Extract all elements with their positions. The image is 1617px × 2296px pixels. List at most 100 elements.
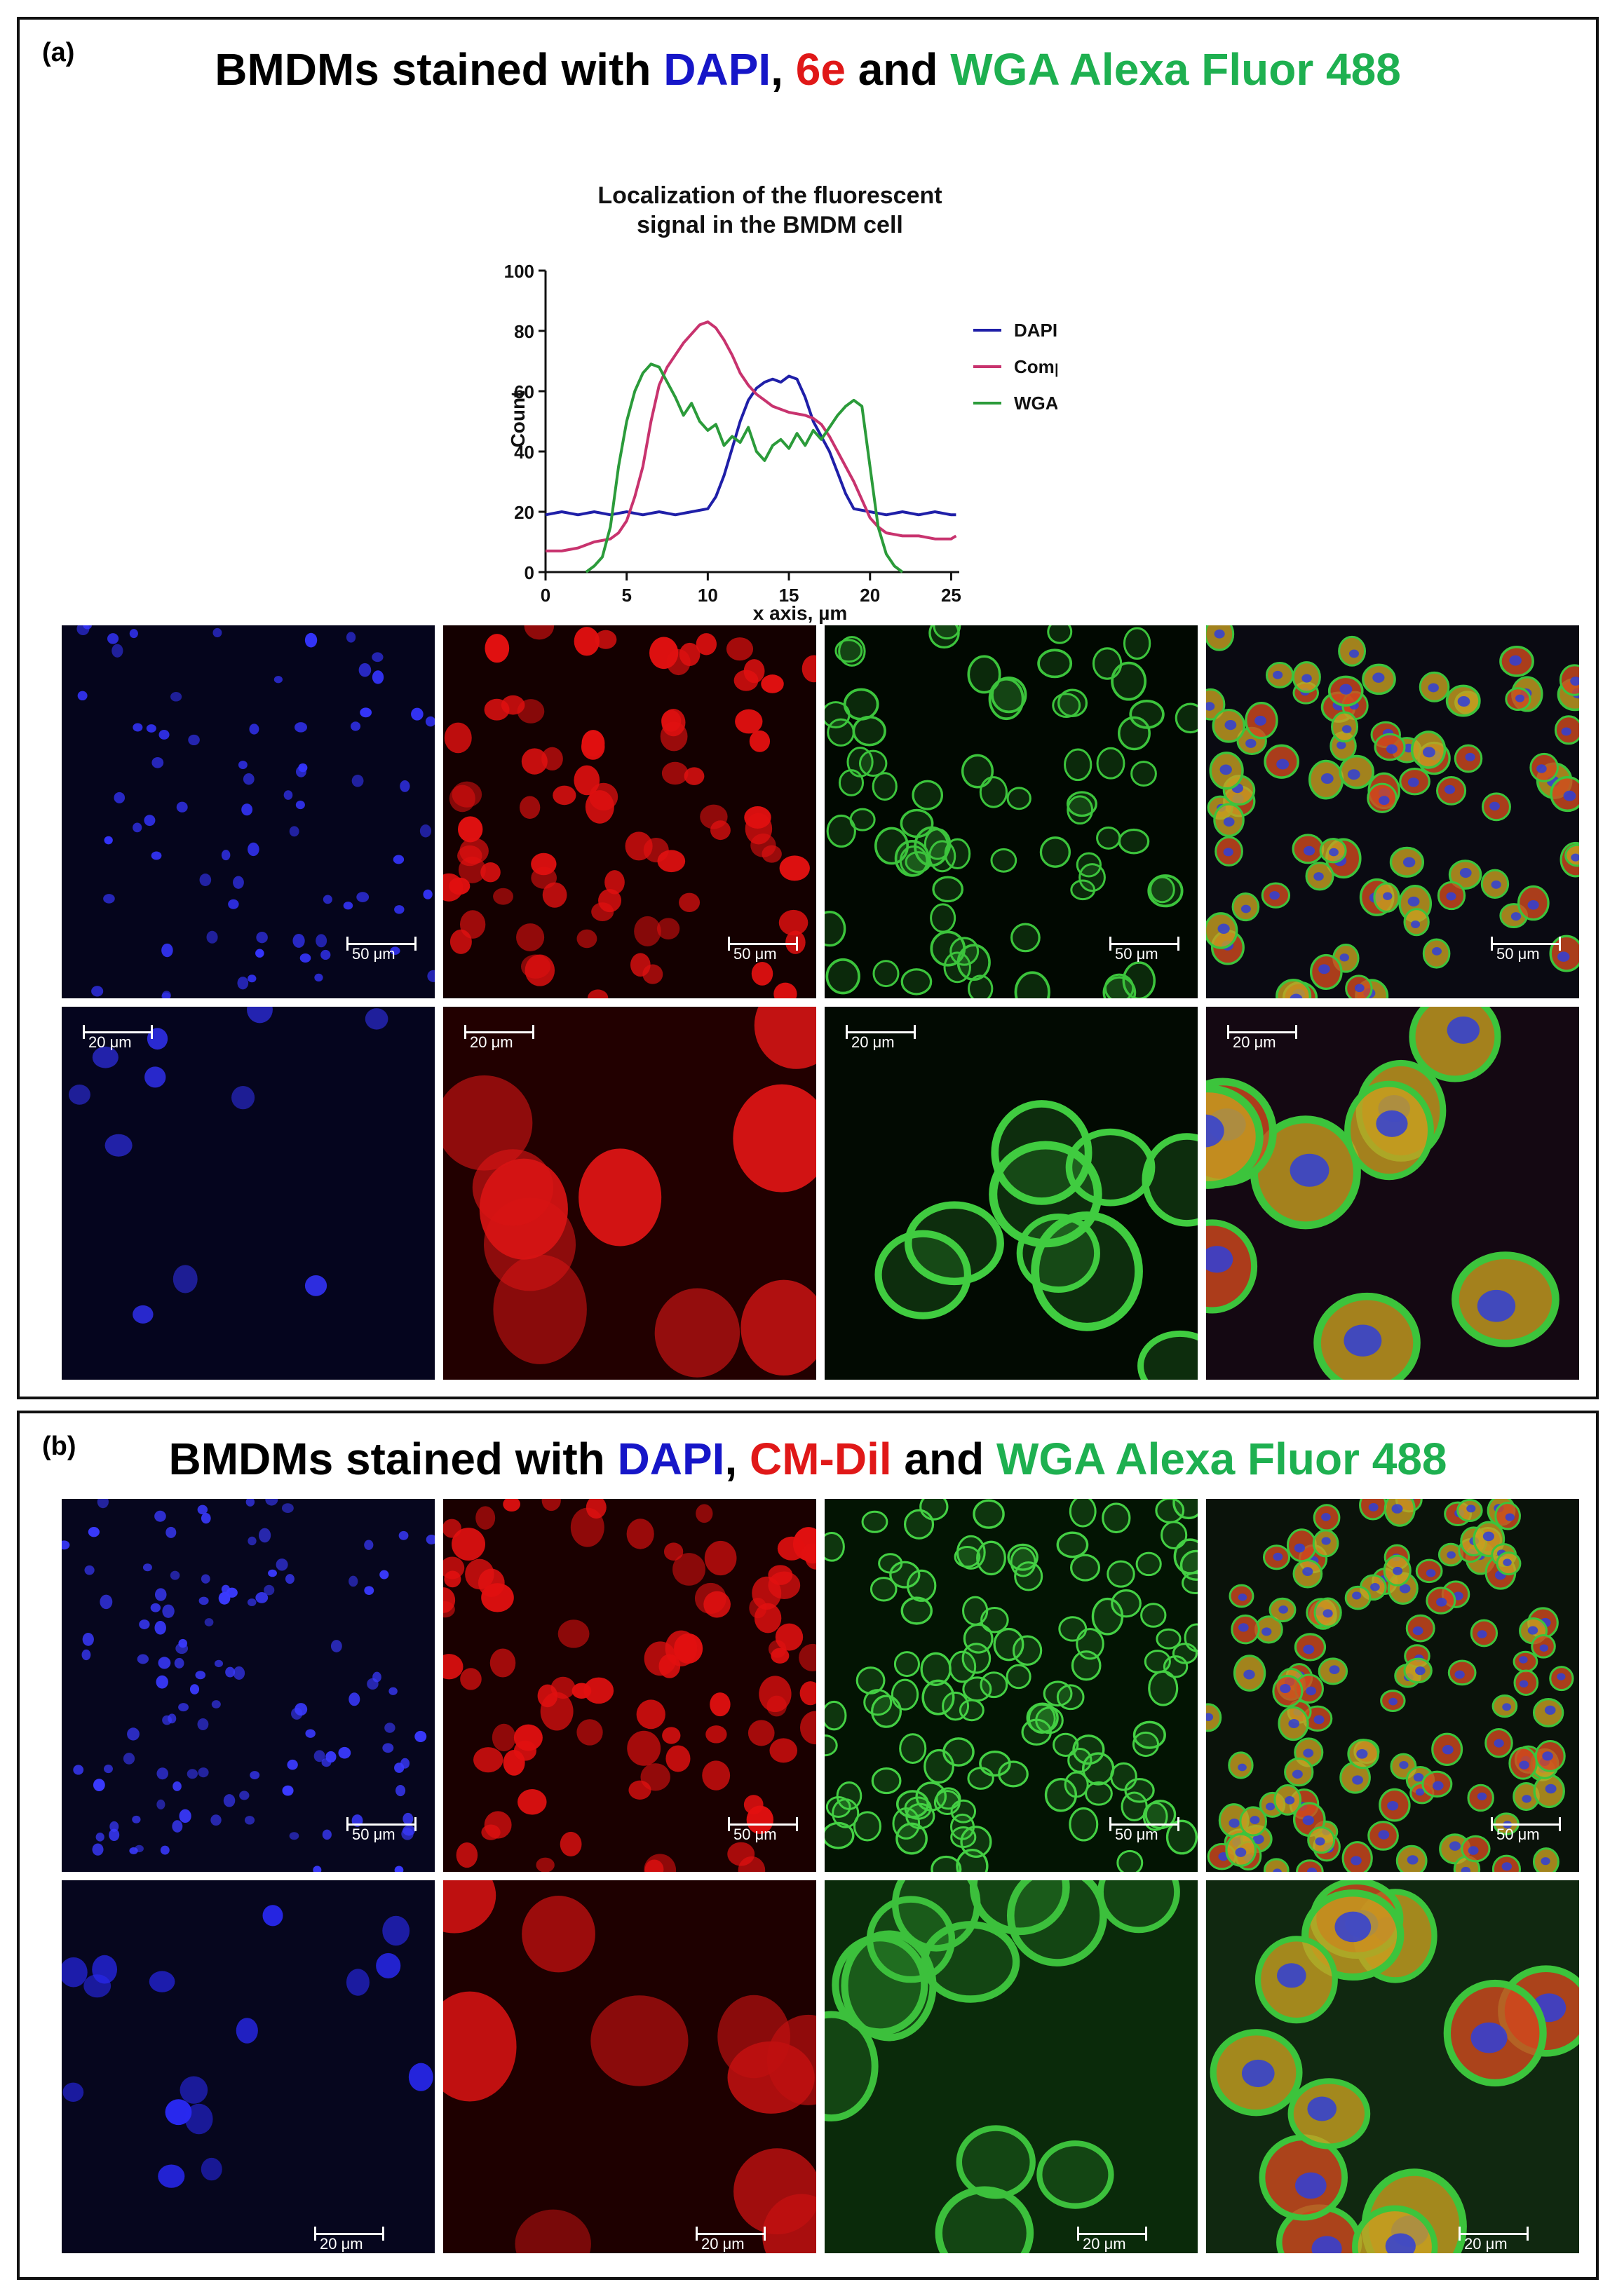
nucleus-mark	[376, 1952, 401, 1978]
merged-nucleus-mark	[1477, 1792, 1487, 1801]
cell-mark	[735, 709, 763, 734]
nucleus-mark	[111, 644, 123, 658]
membrane-mark	[1076, 852, 1102, 878]
cell-mark	[636, 1699, 665, 1730]
cell-mark	[519, 796, 541, 820]
merged-nucleus-mark	[1318, 964, 1330, 974]
nucleus-mark	[427, 970, 435, 982]
cell-mark	[799, 1711, 816, 1745]
cell-mark	[443, 873, 464, 902]
nucleus-mark	[178, 1703, 189, 1712]
nucleus-mark	[249, 724, 259, 735]
scale-bar: 20 μm	[464, 1022, 534, 1051]
membrane-mark	[1107, 1560, 1135, 1588]
cell-mark	[705, 1725, 727, 1744]
nucleus-mark	[142, 1563, 152, 1572]
cell-mark	[583, 1677, 614, 1704]
nucleus-mark	[287, 1759, 298, 1770]
panel-a: (a) BMDMs stained with DAPI, 6e and WGA …	[17, 17, 1599, 1399]
nucleus-mark	[199, 874, 212, 886]
nucleus-mark	[295, 800, 305, 810]
nucleus-mark	[408, 2063, 433, 2091]
merged-nucleus-mark	[1541, 1857, 1550, 1866]
merged-nucleus-mark	[1273, 670, 1283, 679]
cell-mark	[696, 1504, 713, 1523]
cell-mark	[749, 1597, 767, 1619]
nucleus-mark	[255, 949, 264, 958]
merged-nucleus-mark	[1206, 1713, 1214, 1721]
nucleus-mark	[156, 1767, 168, 1780]
nucleus-mark	[346, 632, 356, 643]
membrane-mark	[948, 1650, 977, 1683]
cell-mark	[717, 1995, 790, 2079]
scale-bar: 20 μm	[1227, 1022, 1297, 1051]
membrane-mark	[858, 749, 888, 777]
scale-bar-label: 20 μm	[1233, 1033, 1276, 1051]
cell-mark	[449, 929, 472, 954]
membrane-mark	[899, 1733, 927, 1764]
chart-y-label: Count	[507, 391, 529, 448]
membrane-mark	[1163, 1655, 1189, 1678]
membrane-mark	[954, 1545, 981, 1568]
nucleus-mark	[295, 722, 307, 733]
membrane-mark	[1012, 1635, 1043, 1666]
membrane-mark	[1064, 748, 1092, 782]
nucleus-mark	[299, 953, 311, 963]
nucleus-mark	[414, 1730, 427, 1743]
merged-nucleus-mark	[1413, 1773, 1424, 1782]
merged-nucleus-mark	[1491, 880, 1501, 889]
membrane-mark	[942, 1691, 970, 1721]
membrane-mark	[825, 958, 860, 995]
merged-nucleus-mark	[1337, 741, 1346, 749]
merged-nucleus-mark	[1385, 2233, 1416, 2253]
cell-mark	[684, 767, 705, 785]
membrane-mark	[961, 1643, 992, 1674]
merged-nucleus-mark	[1313, 872, 1324, 881]
nucleus-mark	[411, 707, 424, 721]
merged-nucleus-mark	[1302, 1567, 1313, 1576]
cell-mark	[590, 1995, 689, 2086]
membrane-mark	[899, 845, 928, 877]
merged-nucleus-mark	[1238, 1594, 1247, 1601]
nucleus-mark	[298, 763, 308, 773]
cell-mark	[746, 1805, 774, 1835]
scale-bar: 20 μm	[696, 2224, 766, 2253]
cell-mark	[457, 816, 483, 843]
cell-mark	[513, 1724, 543, 1751]
cell-mark	[586, 1499, 607, 1519]
nucleus-mark	[236, 2018, 258, 2044]
membrane-mark	[825, 1795, 851, 1818]
cell-mark	[456, 1842, 478, 1868]
membrane-mark	[956, 944, 991, 981]
nucleus-mark	[189, 1684, 200, 1694]
membrane-mark	[852, 715, 886, 747]
cell-mark	[634, 916, 661, 946]
nucleus-mark	[176, 801, 188, 813]
legend-label: DAPI	[1014, 320, 1057, 341]
nucleus-mark	[172, 1820, 183, 1833]
merged-nucleus-mark	[1290, 993, 1303, 998]
nucleus-mark	[187, 1769, 198, 1779]
nucleus-mark	[144, 815, 156, 827]
y-tick-label: 60	[514, 381, 534, 402]
cell-mark	[524, 625, 555, 640]
merged-nucleus-mark	[1407, 896, 1420, 907]
membrane-mark	[976, 1540, 1006, 1576]
membrane-mark	[991, 676, 1027, 714]
nucleus-mark	[91, 986, 104, 997]
cell-mark	[751, 961, 773, 986]
merged-nucleus-mark	[1505, 1513, 1515, 1521]
cell-mark	[785, 930, 806, 954]
cell-mark	[574, 765, 600, 796]
cell-mark	[773, 982, 797, 998]
merged-nucleus-mark	[1322, 1609, 1333, 1618]
nucleus-mark	[154, 1510, 166, 1522]
title-mid: and	[891, 1434, 996, 1484]
cell-mark	[658, 1654, 681, 1678]
merged-nucleus-mark	[1273, 1552, 1283, 1561]
scale-bar-label: 20 μm	[470, 1033, 513, 1051]
fluorescence-line-chart: Localization of the fluorescent signal i…	[504, 182, 1057, 624]
cell-mark	[481, 1824, 501, 1840]
y-tick-label: 20	[514, 502, 534, 523]
nucleus-mark	[197, 1718, 209, 1730]
